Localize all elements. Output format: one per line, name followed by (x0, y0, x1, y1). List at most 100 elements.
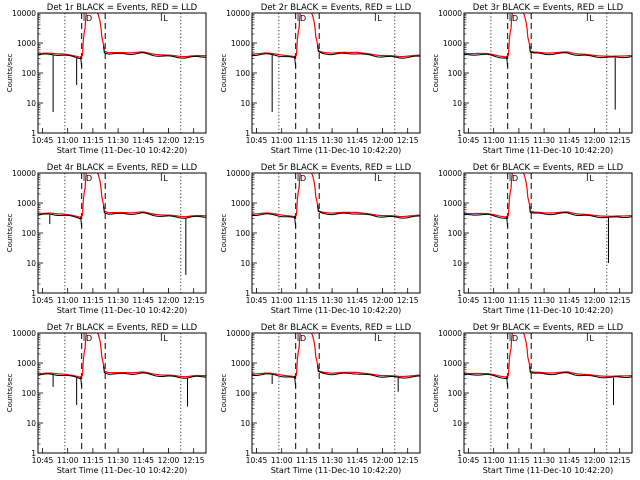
lld-series-line (252, 173, 420, 218)
x-tick-label: 11:45 (558, 296, 580, 305)
x-tick-label: 12:00 (158, 296, 180, 305)
y-tick-label: 10000 (438, 9, 462, 18)
x-tick-label: 11:15 (296, 296, 318, 305)
panel-det-8: Det 8r BLACK = Events, RED = LLD 1 10 100 10… (220, 323, 421, 475)
marker-label: L (377, 334, 382, 343)
x-tick-label: 12:15 (183, 296, 205, 305)
y-tick-label: 10 (240, 419, 250, 428)
plot-frame (463, 332, 633, 454)
x-tick-label: 11:30 (533, 136, 555, 145)
marker-label: L (163, 174, 168, 183)
marker-label: D (512, 174, 518, 183)
y-tick-label: 1000 (231, 39, 250, 48)
x-axis-label: Start Time (11-Dec-10 10:42:20) (483, 466, 614, 475)
x-tick-label: 12:15 (397, 136, 419, 145)
x-tick-label: 11:00 (271, 136, 293, 145)
y-tick-label: 100 (236, 389, 251, 398)
x-axis-label: Start Time (11-Dec-10 10:42:20) (483, 306, 614, 315)
x-tick-label: 10:45 (458, 456, 480, 465)
x-tick-label: 10:45 (246, 136, 268, 145)
y-tick-label: 1000 (17, 359, 36, 368)
y-tick-label: 1000 (443, 359, 462, 368)
x-tick-label: 11:45 (132, 136, 154, 145)
y-tick-label: 1000 (443, 199, 462, 208)
x-tick-label: 11:45 (346, 136, 368, 145)
x-tick-label: 12:00 (372, 136, 394, 145)
x-tick-label: 11:15 (508, 136, 530, 145)
y-tick-label: 1 (457, 449, 462, 458)
y-tick-label: 10000 (226, 9, 250, 18)
x-tick-label: 11:15 (82, 136, 104, 145)
x-tick-label: 12:00 (584, 296, 606, 305)
panel-title: Det 5r BLACK = Events, RED = LLD (261, 163, 412, 173)
x-tick-label: 10:45 (458, 136, 480, 145)
x-tick-label: 11:15 (296, 456, 318, 465)
x-tick-label: 12:15 (183, 456, 205, 465)
x-tick-label: 11:00 (483, 456, 505, 465)
x-tick-label: 12:00 (372, 456, 394, 465)
panel-title: Det 8r BLACK = Events, RED = LLD (261, 323, 412, 333)
x-axis-label: Start Time (11-Dec-10 10:42:20) (271, 306, 402, 315)
y-tick-label: 1000 (17, 199, 36, 208)
x-tick-label: 11:45 (346, 456, 368, 465)
lld-series-line (38, 173, 206, 218)
x-tick-label: 11:15 (82, 296, 104, 305)
panel-title: Det 7r BLACK = Events, RED = LLD (47, 323, 198, 333)
marker-label: L (589, 174, 594, 183)
x-tick-label: 11:00 (271, 456, 293, 465)
y-tick-label: 10000 (12, 9, 36, 18)
x-axis-label: Start Time (11-Dec-10 10:42:20) (271, 146, 402, 155)
x-tick-label: 11:45 (346, 296, 368, 305)
plot-frame (37, 332, 207, 454)
y-tick-label: 100 (22, 229, 37, 238)
y-tick-label: 1000 (443, 39, 462, 48)
lld-series-line (38, 13, 206, 58)
y-tick-label: 1 (457, 289, 462, 298)
y-axis-label: Counts/sec (432, 374, 440, 413)
plot-frame (251, 332, 421, 454)
x-tick-label: 11:30 (107, 136, 129, 145)
y-tick-label: 1 (245, 129, 250, 138)
x-tick-label: 11:45 (558, 456, 580, 465)
x-tick-label: 12:00 (158, 456, 180, 465)
y-axis-label: Counts/sec (220, 374, 228, 413)
x-tick-label: 10:45 (246, 296, 268, 305)
x-tick-label: 11:00 (483, 136, 505, 145)
y-tick-label: 1 (457, 129, 462, 138)
y-axis-label: Counts/sec (432, 214, 440, 253)
x-tick-label: 11:45 (558, 136, 580, 145)
plot-frame (251, 172, 421, 294)
marker-label: L (377, 14, 382, 23)
events-series-line (464, 366, 632, 405)
marker-label: D (86, 334, 92, 343)
x-tick-label: 10:45 (32, 456, 54, 465)
plot-frame (463, 172, 633, 294)
y-tick-label: 10 (26, 99, 36, 108)
events-series-line (252, 205, 420, 227)
y-tick-label: 10 (240, 259, 250, 268)
y-tick-label: 100 (236, 229, 251, 238)
events-series-line (252, 45, 420, 113)
lld-series-line (464, 173, 632, 218)
y-tick-label: 100 (448, 229, 463, 238)
y-tick-label: 10 (240, 99, 250, 108)
events-series-line (38, 365, 206, 407)
y-tick-label: 100 (22, 389, 37, 398)
y-tick-label: 1000 (17, 39, 36, 48)
panel-title: Det 2r BLACK = Events, RED = LLD (261, 3, 412, 13)
y-tick-label: 100 (448, 69, 463, 78)
x-tick-label: 11:30 (533, 456, 555, 465)
y-tick-label: 100 (448, 389, 463, 398)
x-tick-label: 12:00 (584, 136, 606, 145)
y-tick-label: 1 (31, 289, 36, 298)
x-axis-label: Start Time (11-Dec-10 10:42:20) (57, 306, 188, 315)
panel-title: Det 6r BLACK = Events, RED = LLD (473, 163, 624, 173)
panel-det-9: Det 9r BLACK = Events, RED = LLD 1 10 100 10… (432, 323, 633, 475)
plot-frame (37, 12, 207, 134)
y-axis-label: Counts/sec (432, 54, 440, 93)
y-tick-label: 10 (452, 99, 462, 108)
y-tick-label: 10000 (438, 329, 462, 338)
events-series-line (38, 206, 206, 275)
y-tick-label: 1 (31, 449, 36, 458)
x-tick-label: 12:15 (609, 136, 631, 145)
